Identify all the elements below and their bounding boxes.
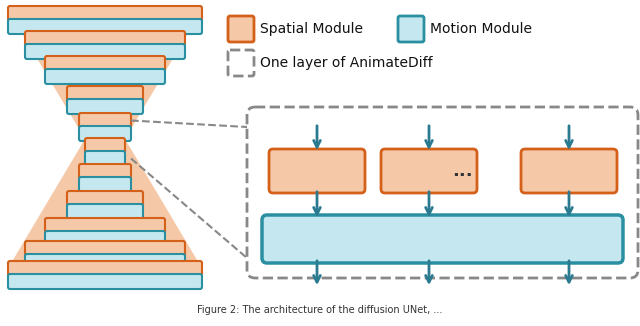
FancyBboxPatch shape <box>45 56 165 71</box>
FancyBboxPatch shape <box>45 69 165 84</box>
FancyBboxPatch shape <box>521 149 617 193</box>
FancyBboxPatch shape <box>269 149 365 193</box>
Polygon shape <box>7 139 203 270</box>
FancyBboxPatch shape <box>398 16 424 42</box>
FancyBboxPatch shape <box>79 164 131 179</box>
FancyBboxPatch shape <box>25 241 185 256</box>
FancyBboxPatch shape <box>67 99 143 114</box>
FancyBboxPatch shape <box>8 261 202 276</box>
FancyBboxPatch shape <box>67 204 143 219</box>
FancyBboxPatch shape <box>79 113 131 128</box>
FancyBboxPatch shape <box>8 274 202 289</box>
Text: One layer of AnimateDiff: One layer of AnimateDiff <box>260 56 433 70</box>
FancyBboxPatch shape <box>45 218 165 233</box>
Text: ...: ... <box>452 162 472 180</box>
FancyBboxPatch shape <box>8 19 202 34</box>
Text: Motion Module: Motion Module <box>430 22 532 36</box>
Polygon shape <box>7 8 203 139</box>
Text: Figure 2: The architecture of the diffusion UNet, ...: Figure 2: The architecture of the diffus… <box>197 305 443 315</box>
FancyBboxPatch shape <box>25 31 185 46</box>
FancyBboxPatch shape <box>45 231 165 246</box>
FancyBboxPatch shape <box>67 191 143 206</box>
FancyBboxPatch shape <box>85 138 125 153</box>
FancyBboxPatch shape <box>25 254 185 269</box>
FancyBboxPatch shape <box>8 6 202 21</box>
FancyBboxPatch shape <box>228 16 254 42</box>
Text: Spatial Module: Spatial Module <box>260 22 363 36</box>
FancyBboxPatch shape <box>25 44 185 59</box>
FancyBboxPatch shape <box>79 177 131 192</box>
FancyBboxPatch shape <box>67 86 143 101</box>
FancyBboxPatch shape <box>85 151 125 166</box>
FancyBboxPatch shape <box>79 126 131 141</box>
FancyBboxPatch shape <box>381 149 477 193</box>
FancyBboxPatch shape <box>262 215 623 263</box>
